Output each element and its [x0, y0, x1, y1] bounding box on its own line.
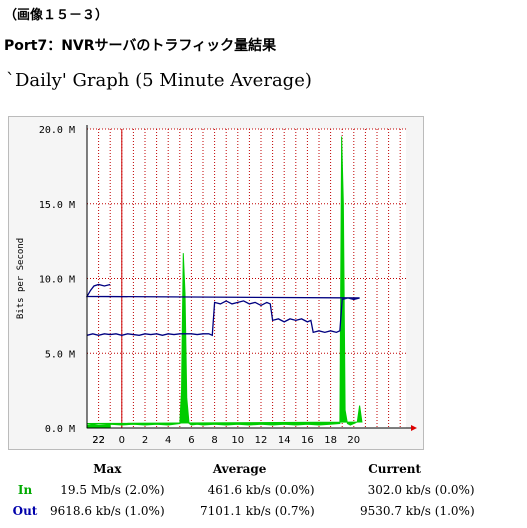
stats-corner: [0, 458, 50, 479]
stats-out-current: 9530.7 kb/s (1.0%): [360, 503, 475, 518]
stats-in-current: 302.0 kb/s (0.0%): [367, 482, 475, 497]
x-tick-label: 12: [255, 435, 268, 446]
series-in-area: [86, 136, 363, 429]
stats-label-out: Out: [12, 503, 38, 518]
x-tick-label: 8: [211, 435, 217, 446]
stats-in-average: 461.6 kb/s (0.0%): [207, 482, 315, 497]
traffic-chart: 0.0 M 5.0 M 10.0 M 15.0 M 20.0 M 22 0 2 4 6 8 10 12 1…: [8, 116, 424, 450]
x-tick-label: 20: [347, 435, 360, 446]
x-tick-label: 22: [92, 435, 105, 446]
x-tick-label: 10: [231, 435, 244, 446]
x-axis-arrow: [411, 425, 417, 431]
y-tick-label: 20.0 M: [39, 125, 75, 136]
stats-row-out: Out 9618.6 kb/s (1.0%) 7101.1 kb/s (0.7%…: [0, 500, 475, 521]
stats-header-max: Max: [93, 461, 122, 476]
stats-header-row: Max Average Current: [0, 458, 475, 479]
stats-header-current: Current: [368, 461, 422, 476]
port-title: Port7：NVRサーバのトラフィック量結果: [4, 38, 277, 54]
x-tick-label: 6: [188, 435, 194, 446]
x-tick-label: 2: [142, 435, 148, 446]
stats-in-max: 19.5 Mb/s (2.0%): [60, 482, 165, 497]
x-tick-label: 0: [119, 435, 125, 446]
x-tick-label: 4: [165, 435, 171, 446]
y-tick-label: 5.0 M: [45, 349, 75, 360]
y-tick-label: 0.0 M: [45, 424, 75, 435]
graph-heading: `Daily' Graph (5 Minute Average): [6, 70, 312, 91]
stats-out-max: 9618.6 kb/s (1.0%): [50, 503, 165, 518]
x-tick-label: 18: [324, 435, 337, 446]
y-tick-label: 10.0 M: [39, 275, 75, 286]
stats-row-in: In 19.5 Mb/s (2.0%) 461.6 kb/s (0.0%) 30…: [0, 479, 475, 500]
chart-canvas: 0.0 M 5.0 M 10.0 M 15.0 M 20.0 M 22 0 2 4 6 8 10 12 1…: [16, 125, 417, 446]
stats-header-average: Average: [212, 461, 267, 476]
stats-table: Max Average Current In 19.5 Mb/s (2.0%) …: [0, 458, 475, 521]
stats-label-in: In: [17, 482, 33, 497]
stats-out-average: 7101.1 kb/s (0.7%): [200, 503, 315, 518]
traffic-stats: Max Average Current In 19.5 Mb/s (2.0%) …: [0, 458, 527, 521]
y-tick-label: 15.0 M: [39, 200, 75, 211]
x-tick-label: 14: [278, 435, 291, 446]
x-tick-label: 16: [301, 435, 314, 446]
x-tick-label: 22: [92, 435, 105, 446]
series-out-line: [85, 283, 360, 337]
caption: （画像１５－３）: [4, 8, 109, 23]
y-axis-label: Bits per Second: [16, 238, 26, 319]
